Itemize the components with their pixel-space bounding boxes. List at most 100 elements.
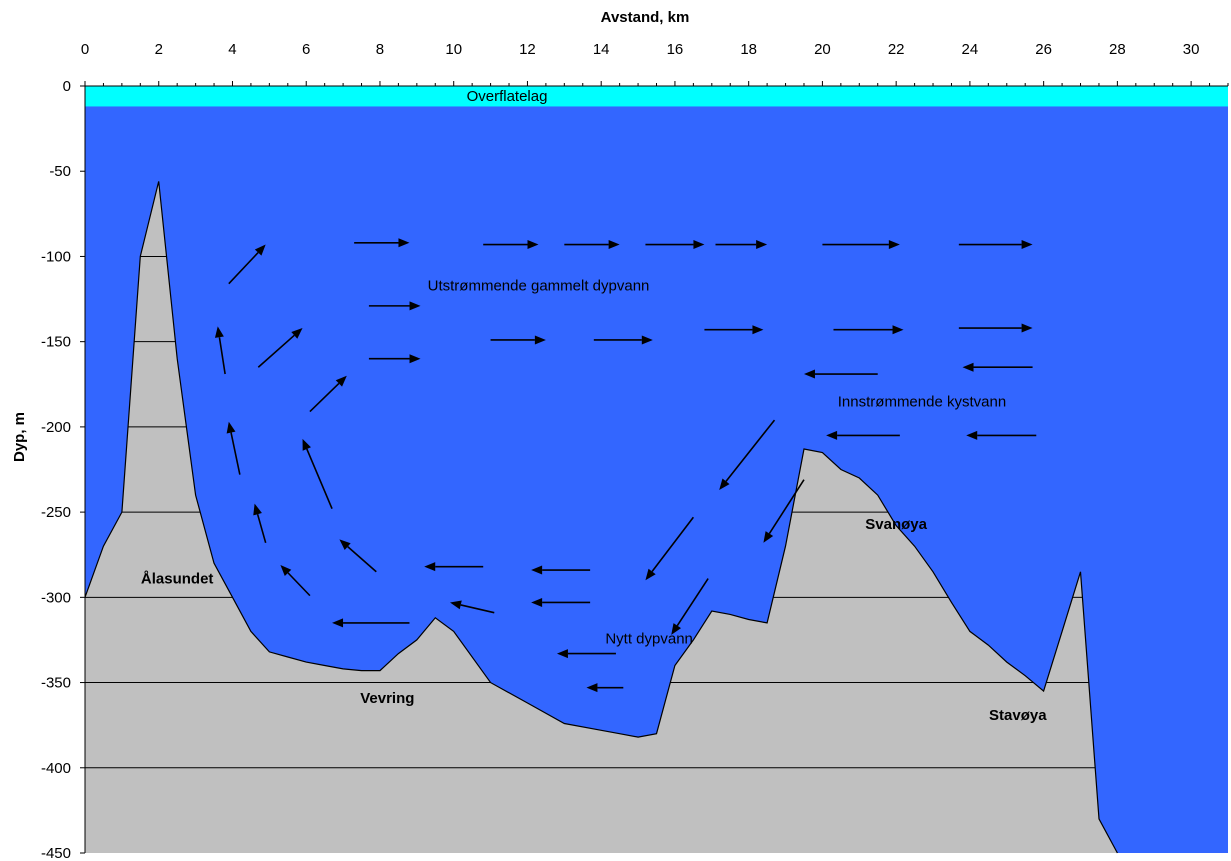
flow-arrow-head (608, 240, 620, 250)
flow-arrow-head (280, 564, 292, 576)
seabed-outline-group (84, 181, 1118, 854)
y-tick-label: -250 (41, 504, 71, 521)
flow-arrow (593, 335, 653, 345)
flow-arrow (450, 600, 495, 614)
x-axis-title: Avstand, km (601, 9, 690, 26)
flow-arrow (803, 369, 878, 379)
flow-arrow-shaft (228, 251, 259, 285)
flow-arrow-head (966, 430, 978, 440)
flow-arrow-head (409, 354, 421, 364)
flow-arrow (586, 683, 624, 693)
flow-arrow (228, 244, 266, 285)
flow-arrow-head (826, 430, 838, 440)
flow-arrow (826, 430, 900, 440)
flow-arrow (214, 326, 226, 375)
seabed-outline (84, 181, 1118, 854)
flow-arrow-head (450, 600, 462, 610)
flow-arrow-head (641, 335, 653, 345)
x-tick-label: 26 (1035, 41, 1052, 58)
flow-arrow (833, 325, 904, 335)
flow-arrow (822, 240, 900, 250)
flow-arrow (564, 240, 620, 250)
gridlines (85, 255, 1096, 769)
y-tick-label: -200 (41, 419, 71, 436)
y-axis-title: Dyp, m (11, 412, 28, 462)
flow-arrow-head (214, 326, 224, 338)
flow-arrow-shaft (306, 448, 333, 510)
x-tick-label: 18 (740, 41, 757, 58)
surface-layer-label: Overflatelag (467, 88, 548, 105)
x-tick-label: 10 (445, 41, 462, 58)
flow-arrow (704, 325, 764, 335)
water-mass-label: Innstrømmende kystvann (838, 393, 1006, 410)
flow-arrow-head (803, 369, 815, 379)
x-tick-label: 16 (667, 41, 684, 58)
flow-arrow-shaft (768, 479, 805, 534)
flow-arrow-shaft (257, 334, 295, 368)
flow-arrow (354, 238, 410, 248)
flow-arrow (339, 539, 377, 573)
flow-arrow-head (291, 328, 303, 339)
x-tick-label: 12 (519, 41, 536, 58)
flow-arrow-head (693, 240, 705, 250)
y-tick-label: -300 (41, 589, 71, 606)
flow-arrow (368, 301, 421, 311)
flow-arrow (719, 419, 776, 490)
flow-arrow-head (226, 421, 236, 434)
flow-arrow-head (332, 618, 344, 628)
flow-arrow-head (527, 240, 539, 250)
seabed-area (85, 181, 1118, 853)
flow-arrow (715, 240, 768, 250)
flow-arrow-head (888, 240, 900, 250)
flow-arrow-shaft (347, 546, 377, 573)
flow-arrow-head (556, 649, 568, 659)
surface-layer (85, 86, 1228, 107)
flow-arrow (332, 618, 410, 628)
flow-arrow-head (1021, 323, 1033, 333)
flow-arrow-shaft (460, 604, 495, 614)
place-label: Svanøya (865, 516, 927, 533)
flow-arrow-head (339, 539, 351, 551)
y-tick-label: -450 (41, 845, 71, 861)
x-tick-label: 24 (962, 41, 979, 58)
flow-arrow (368, 354, 421, 364)
place-label: Stavøya (989, 707, 1047, 724)
x-tick-label: 20 (814, 41, 831, 58)
flow-arrow-head (671, 623, 682, 635)
y-tick-label: -400 (41, 760, 71, 777)
flow-arrow-shaft (676, 578, 709, 627)
flow-arrow-head (892, 325, 904, 335)
flow-arrow-head (398, 238, 410, 248)
x-tick-label: 8 (376, 41, 384, 58)
flow-arrow-head (645, 568, 656, 581)
flow-arrow (309, 375, 347, 413)
flow-arrow (531, 565, 591, 575)
flow-arrow (645, 516, 695, 581)
flow-arrow-head (1021, 240, 1033, 250)
flow-arrow (958, 323, 1033, 333)
x-axis: 0 2 4 6 8 10 12 14 16 18 20 22 24 26 28 30 (81, 41, 1229, 87)
x-tick-label: 30 (1183, 41, 1200, 58)
flow-arrow (257, 328, 303, 368)
x-tick-label: 2 (155, 41, 163, 58)
flow-arrow-head (763, 531, 774, 543)
y-tick-label: -350 (41, 675, 71, 692)
flow-arrow-head (719, 478, 730, 490)
flow-arrow (966, 430, 1037, 440)
flow-arrow-head (424, 562, 436, 572)
flow-arrow (671, 578, 709, 635)
flow-arrow-head (335, 375, 347, 387)
flow-arrow (424, 562, 484, 572)
y-tick-label: -150 (41, 334, 71, 351)
flow-arrow-shaft (230, 432, 241, 475)
flow-arrow (556, 649, 616, 659)
flow-arrow (280, 564, 311, 597)
place-label: Ålasundet (141, 571, 214, 588)
x-tick-label: 0 (81, 41, 89, 58)
flow-arrow (962, 362, 1033, 372)
flow-arrow-head (586, 683, 598, 693)
water-mass-label: Nytt dypvann (605, 630, 693, 647)
flow-arrow-head (409, 301, 421, 311)
water-mass-label: Utstrømmende gammelt dypvann (428, 278, 650, 295)
